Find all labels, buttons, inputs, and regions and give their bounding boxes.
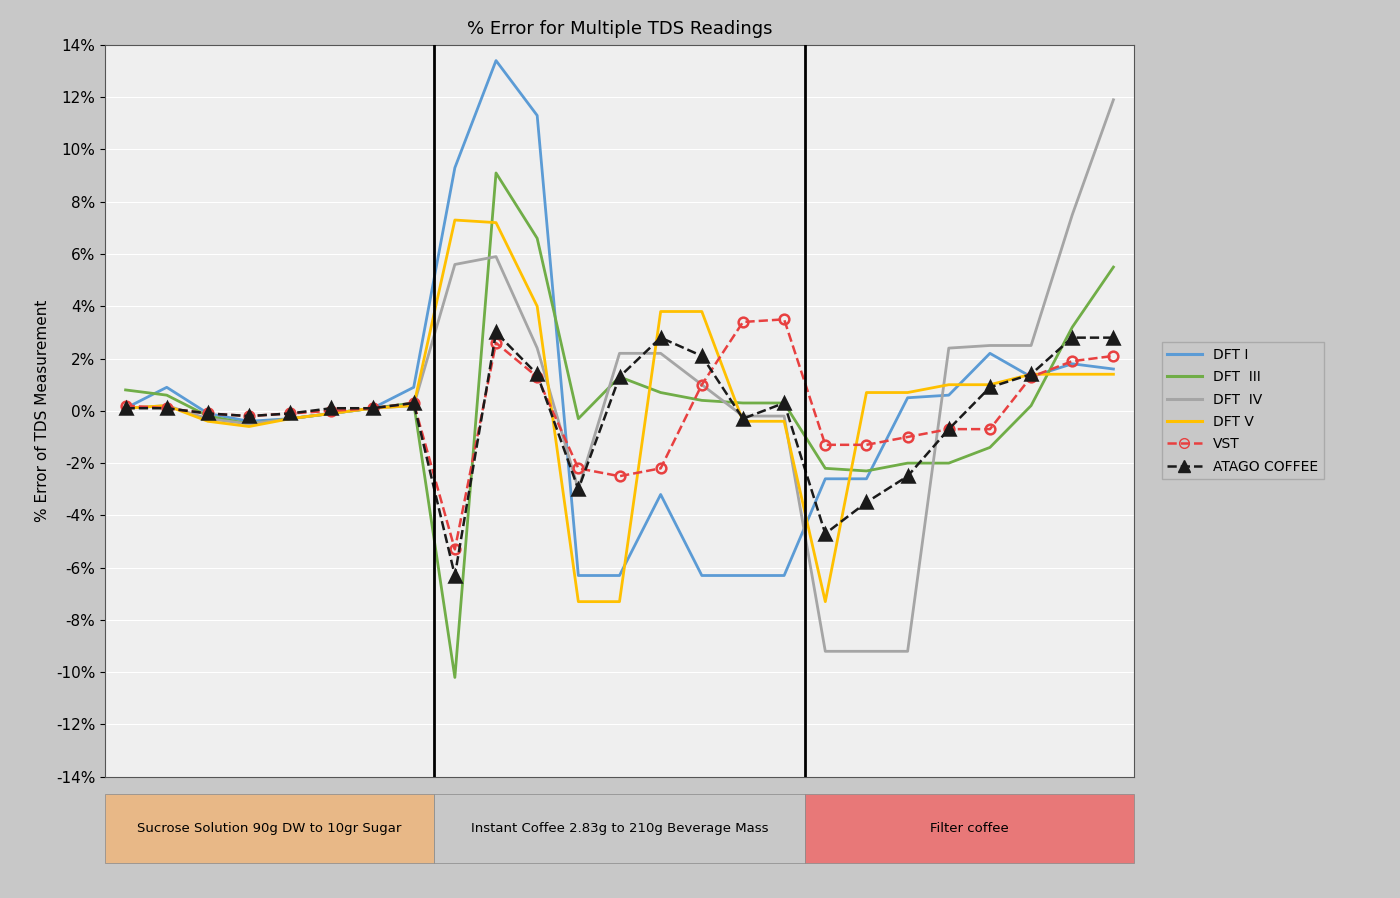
- Bar: [805, 794, 1134, 863]
- Y-axis label: % Error of TDS Measurement: % Error of TDS Measurement: [35, 300, 50, 522]
- Text: Filter coffee: Filter coffee: [930, 822, 1009, 835]
- Bar: [434, 794, 805, 863]
- Legend: DFT I, DFT  III, DFT  IV, DFT V, VST, ATAGO COFFEE: DFT I, DFT III, DFT IV, DFT V, VST, ATAG…: [1162, 342, 1323, 480]
- Text: Instant Coffee 2.83g to 210g Beverage Mass: Instant Coffee 2.83g to 210g Beverage Ma…: [470, 822, 769, 835]
- Bar: [105, 794, 434, 863]
- Text: Sucrose Solution 90g DW to 10gr Sugar: Sucrose Solution 90g DW to 10gr Sugar: [137, 822, 402, 835]
- Title: % Error for Multiple TDS Readings: % Error for Multiple TDS Readings: [466, 20, 773, 38]
